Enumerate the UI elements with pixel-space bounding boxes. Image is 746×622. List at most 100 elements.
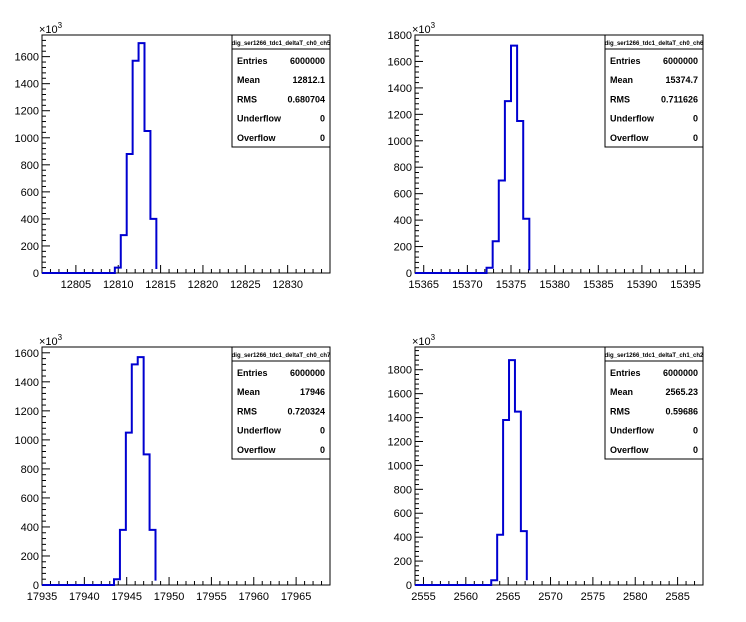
y-tick-label: 0 [406, 580, 412, 592]
stats-box: dig_ser1266_tdc1_deltaT_ch0_ch7 Entries 60… [231, 346, 331, 460]
stats-value: 12812.1 [292, 75, 325, 85]
x-tick-label: 2580 [623, 591, 647, 603]
stats-label: Overflow [237, 445, 277, 455]
y-tick-label: 1600 [15, 52, 39, 64]
stats-label: Overflow [610, 133, 650, 143]
stats-label: Underflow [237, 114, 282, 124]
y-tick-label: 1000 [388, 460, 412, 472]
y-tick-label: 1400 [388, 413, 412, 425]
x-tick-label: 17940 [69, 591, 100, 603]
stats-label: Overflow [237, 133, 277, 143]
stats-value: 0.59686 [665, 406, 698, 416]
x-tick-label: 12820 [188, 279, 219, 291]
x-tick-label: 17945 [111, 591, 142, 603]
stats-value: 0 [320, 445, 325, 455]
x-tick-label: 2565 [496, 591, 520, 603]
stats-value: 0 [693, 114, 698, 124]
histogram-panel: 17935 17940 17945 17950 17955 17960 17965 0 200 4… [15, 333, 332, 603]
y-tick-label: 1800 [388, 365, 412, 377]
stats-value: 0 [693, 445, 698, 455]
x-tick-label: 2585 [665, 591, 689, 603]
stats-box: dig_ser1266_tdc1_deltaT_ch0_ch5 Entries 60… [231, 34, 331, 148]
x-tick-label: 12815 [145, 279, 176, 291]
stats-value: 0 [320, 133, 325, 143]
y-tick-label: 1200 [15, 406, 39, 418]
y-tick-label: 400 [394, 215, 412, 227]
stats-box-frame [604, 34, 704, 148]
y-tick-label: 1400 [15, 377, 39, 389]
x-tick-label: 15385 [583, 279, 614, 291]
x-tick-label: 2570 [538, 591, 562, 603]
x-tick-label: 17935 [27, 591, 58, 603]
y-tick-label: 1600 [388, 389, 412, 401]
y-tick-label: 1400 [388, 83, 412, 95]
x-tick-label: 15365 [408, 279, 439, 291]
stats-box: dig_ser1266_tdc1_deltaT_ch0_ch6 Entries 60… [604, 34, 704, 148]
stats-value: 0.720324 [287, 406, 325, 416]
y-tick-label: 600 [394, 508, 412, 520]
y-tick-label: 1400 [15, 79, 39, 91]
stats-label: Entries [237, 368, 268, 378]
y-exponent-label: ×103 [39, 333, 63, 348]
stats-value: 15374.7 [665, 75, 698, 85]
stats-label: Mean [610, 387, 633, 397]
y-tick-label: 200 [21, 241, 39, 253]
stats-value: 6000000 [663, 56, 698, 66]
stats-label: Underflow [237, 426, 282, 436]
y-tick-label: 200 [394, 242, 412, 254]
stats-value: 0 [693, 133, 698, 143]
stats-label: RMS [610, 406, 630, 416]
stats-label: Mean [237, 75, 260, 85]
stats-label: Underflow [610, 114, 655, 124]
stats-value: 2565.23 [665, 387, 698, 397]
stats-label: Entries [610, 56, 641, 66]
histogram-panel: 15365 15370 15375 15380 15385 15390 15395 0 200 4… [388, 21, 705, 291]
y-tick-label: 1200 [388, 109, 412, 121]
y-exponent-label: ×103 [412, 21, 436, 36]
stats-value: 17946 [300, 387, 325, 397]
stats-value: 0 [320, 426, 325, 436]
x-tick-label: 2575 [581, 591, 605, 603]
y-tick-label: 1000 [15, 435, 39, 447]
x-tick-label: 15395 [670, 279, 701, 291]
stats-label: Mean [610, 75, 633, 85]
y-tick-label: 800 [394, 162, 412, 174]
stats-label: RMS [237, 406, 257, 416]
y-tick-label: 1000 [388, 136, 412, 148]
stats-label: Overflow [610, 445, 650, 455]
stats-box-frame [231, 346, 331, 460]
y-tick-label: 400 [21, 522, 39, 534]
y-tick-label: 800 [394, 484, 412, 496]
y-tick-label: 600 [394, 189, 412, 201]
x-tick-label: 12825 [230, 279, 261, 291]
stats-box-frame [231, 34, 331, 148]
stats-label: RMS [610, 94, 630, 104]
x-tick-label: 15370 [452, 279, 483, 291]
stats-value: 6000000 [290, 56, 325, 66]
histogram-series [415, 44, 531, 274]
y-tick-label: 400 [21, 214, 39, 226]
x-tick-label: 17960 [238, 591, 269, 603]
y-tick-label: 1200 [15, 106, 39, 118]
stats-label: Entries [237, 56, 268, 66]
stats-value: 0.680704 [287, 94, 325, 104]
stats-value: 0.711626 [661, 94, 698, 104]
stats-title: dig_ser1266_tdc1_deltaT_ch1_ch2 [605, 353, 704, 359]
stats-value: 0 [693, 426, 698, 436]
y-exponent-label: ×103 [412, 333, 436, 348]
y-exponent-label: ×103 [39, 21, 63, 36]
histogram-series [42, 42, 158, 274]
x-tick-label: 15390 [627, 279, 658, 291]
x-tick-label: 2555 [411, 591, 435, 603]
stats-title: dig_ser1266_tdc1_deltaT_ch0_ch5 [232, 41, 331, 47]
y-tick-label: 0 [33, 268, 39, 280]
y-tick-label: 0 [33, 580, 39, 592]
y-tick-label: 400 [394, 532, 412, 544]
histogram-panel: 2555 2560 2565 2570 2575 2580 2585 0 200 400 600 80… [388, 333, 705, 603]
plot-frame [414, 34, 704, 274]
stats-label: Mean [237, 387, 260, 397]
stats-label: Entries [610, 368, 641, 378]
x-tick-label: 15375 [496, 279, 527, 291]
y-tick-label: 800 [21, 464, 39, 476]
